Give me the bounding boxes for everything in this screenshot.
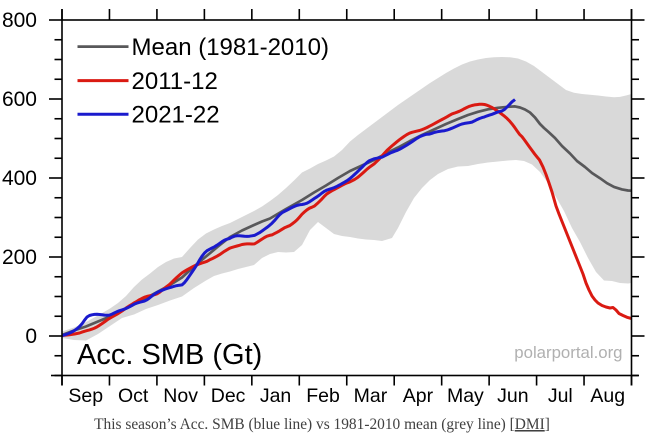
svg-text:Sep: Sep (68, 385, 103, 407)
svg-text:This season’s Acc. SMB (blue l: This season’s Acc. SMB (blue line) vs 19… (94, 416, 550, 433)
svg-text:800: 800 (2, 9, 37, 32)
svg-text:Nov: Nov (163, 385, 198, 407)
svg-text:polarportal.org: polarportal.org (514, 343, 622, 362)
svg-text:Oct: Oct (118, 385, 149, 407)
svg-text:Mean (1981-2010): Mean (1981-2010) (132, 34, 329, 61)
svg-text:400: 400 (2, 167, 37, 190)
svg-text:Jun: Jun (497, 385, 528, 407)
svg-text:Apr: Apr (403, 385, 434, 407)
svg-text:2011-12: 2011-12 (132, 68, 218, 95)
svg-text:0: 0 (25, 325, 37, 348)
svg-text:May: May (447, 385, 484, 407)
svg-text:Mar: Mar (354, 385, 388, 407)
svg-text:Jul: Jul (548, 385, 573, 407)
svg-text:Aug: Aug (590, 385, 625, 407)
svg-text:2021-22: 2021-22 (132, 101, 220, 128)
svg-text:Acc. SMB (Gt): Acc. SMB (Gt) (77, 339, 262, 371)
svg-text:600: 600 (2, 88, 37, 111)
svg-text:Jan: Jan (260, 385, 291, 407)
svg-text:Dec: Dec (211, 385, 246, 407)
svg-text:Feb: Feb (306, 385, 340, 407)
svg-text:200: 200 (2, 246, 37, 269)
